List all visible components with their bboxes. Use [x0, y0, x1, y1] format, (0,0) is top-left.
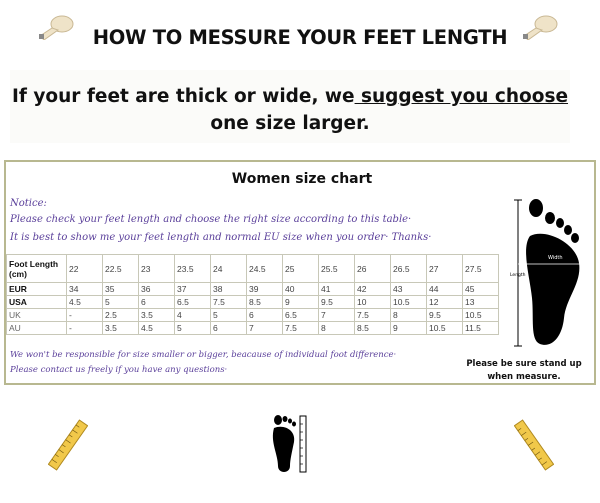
table-cell: 45 [462, 282, 499, 296]
footer-line: We won't be responsible for size smaller… [10, 350, 397, 360]
table-cell: 42 [354, 282, 391, 296]
table-cell: 22.5 [102, 254, 139, 283]
table-cell: 6 [138, 295, 175, 309]
foot-measure-diagram: Width Length [510, 199, 580, 347]
table-cell: - [66, 308, 103, 322]
advice-text: If your feet are thick or wide, we [11, 86, 355, 107]
advice-text-end: one size larger. [210, 113, 370, 134]
table-cell: 9.5 [318, 295, 355, 309]
table-cell: - [66, 321, 103, 335]
table-cell: 6.5 [282, 308, 319, 322]
table-cell: 10 [354, 295, 391, 309]
size-advice: If your feet are thick or wide, we sugge… [10, 70, 570, 143]
table-cell: 27 [426, 254, 463, 283]
table-cell: 25.5 [318, 254, 355, 283]
foot-ruler-icon [272, 415, 307, 473]
size-table: Foot Length (cm) 22 22.5 23 23.5 24 24.5 25 25.5… [6, 254, 499, 335]
table-cell: 6.5 [174, 295, 211, 309]
table-row: AU -3.5 4.5 5 6 7 7.5 8 8.5 9 10.5 11.5 [6, 321, 499, 335]
table-cell: 22 [66, 254, 103, 283]
table-cell: 41 [318, 282, 355, 296]
table-cell: 7.5 [354, 308, 391, 322]
table-cell: 4.5 [138, 321, 175, 335]
notice-label: Notice: [10, 198, 47, 209]
table-cell: 44 [426, 282, 463, 296]
table-cell: 26 [354, 254, 391, 283]
table-cell: 4.5 [66, 295, 103, 309]
table-cell: 4 [174, 308, 211, 322]
stand-caption: Please be sure stand up when measure. [466, 359, 582, 382]
table-cell: 35 [102, 282, 139, 296]
table-cell: 8.5 [354, 321, 391, 335]
table-cell: 2.5 [102, 308, 139, 322]
notice-line: Please check your feet length and choose… [10, 214, 412, 225]
length-label: Length [510, 272, 526, 278]
table-cell: 7.5 [210, 295, 247, 309]
ruler-icon [514, 419, 554, 471]
width-label: Width [548, 255, 563, 261]
table-cell: 23.5 [174, 254, 211, 283]
table-row: USA 4.5 5 6 6.5 7.5 8.5 9 9.5 10 10.5 12 13 [6, 295, 499, 309]
table-cell: 37 [174, 282, 211, 296]
row-label: AU [6, 321, 67, 335]
table-cell: 9 [390, 321, 427, 335]
table-cell: 10.5 [426, 321, 463, 335]
notice-line: It is best to show me your feet length a… [10, 232, 432, 243]
row-label: EUR [6, 282, 67, 296]
table-cell: 24 [210, 254, 247, 283]
table-cell: 36 [138, 282, 175, 296]
row-label: Foot Length (cm) [6, 254, 67, 283]
table-cell: 12 [426, 295, 463, 309]
table-cell: 10.5 [462, 308, 499, 322]
row-label: USA [6, 295, 67, 309]
row-label: UK [6, 308, 67, 322]
table-cell: 40 [282, 282, 319, 296]
advice-emphasis: suggest you choose [354, 86, 569, 107]
table-cell: 3.5 [102, 321, 139, 335]
table-cell: 26.5 [390, 254, 427, 283]
table-cell: 7 [246, 321, 283, 335]
table-cell: 5 [210, 308, 247, 322]
table-row: EUR 34 35 36 37 38 39 40 41 42 43 44 45 [6, 282, 499, 296]
table-cell: 13 [462, 295, 499, 309]
table-cell: 9.5 [426, 308, 463, 322]
table-cell: 9 [282, 295, 319, 309]
table-cell: 24.5 [246, 254, 283, 283]
table-row: Foot Length (cm) 22 22.5 23 23.5 24 24.5 25 25.5… [6, 254, 499, 283]
table-cell: 5 [174, 321, 211, 335]
table-cell: 5 [102, 295, 139, 309]
table-cell: 8 [318, 321, 355, 335]
page-title: HOW TO MESSURE YOUR FEET LENGTH [92, 26, 508, 49]
table-cell: 11.5 [462, 321, 499, 335]
table-cell: 6 [246, 308, 283, 322]
table-cell: 6 [210, 321, 247, 335]
footer-line: Please contact us freely if you have any… [10, 365, 228, 375]
table-cell: 3.5 [138, 308, 175, 322]
table-cell: 8.5 [246, 295, 283, 309]
table-cell: 43 [390, 282, 427, 296]
table-cell: 7 [318, 308, 355, 322]
chart-title: Women size chart [231, 171, 373, 187]
size-chart: Women size chart Notice: Please check yo… [4, 160, 596, 385]
table-cell: 27.5 [462, 254, 499, 283]
tape-measure-icon [39, 15, 74, 40]
table-cell: 34 [66, 282, 103, 296]
table-cell: 10.5 [390, 295, 427, 309]
table-cell: 39 [246, 282, 283, 296]
table-cell: 7.5 [282, 321, 319, 335]
table-cell: 8 [390, 308, 427, 322]
ruler-icon [48, 419, 88, 471]
table-cell: 38 [210, 282, 247, 296]
tape-measure-icon [523, 15, 558, 40]
table-cell: 25 [282, 254, 319, 283]
table-cell: 23 [138, 254, 175, 283]
table-row: UK -2.5 3.5 4 5 6 6.5 7 7.5 8 9.5 10.5 [6, 308, 499, 322]
